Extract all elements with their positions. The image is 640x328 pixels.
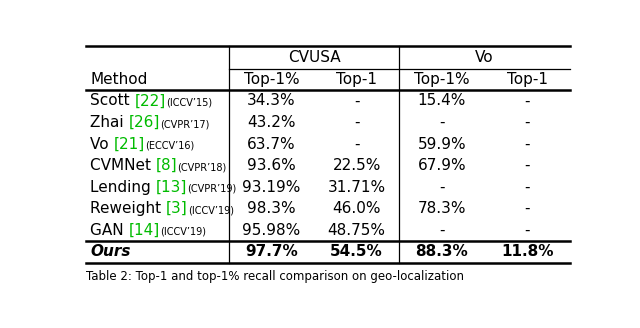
Text: Scott: Scott	[90, 93, 134, 109]
Text: Top-1%: Top-1%	[414, 72, 470, 87]
Text: Top-1%: Top-1%	[244, 72, 300, 87]
Text: CVUSA: CVUSA	[288, 50, 340, 65]
Text: -: -	[439, 223, 445, 238]
Text: 15.4%: 15.4%	[418, 93, 466, 109]
Text: 67.9%: 67.9%	[418, 158, 466, 173]
Text: 48.75%: 48.75%	[328, 223, 386, 238]
Text: (ICCV’19): (ICCV’19)	[188, 205, 234, 215]
Text: Reweight: Reweight	[90, 201, 166, 216]
Text: Top-1: Top-1	[507, 72, 548, 87]
Text: 59.9%: 59.9%	[418, 136, 466, 152]
Text: Top-1: Top-1	[336, 72, 377, 87]
Text: Lending: Lending	[90, 180, 156, 195]
Text: 43.2%: 43.2%	[247, 115, 296, 130]
Text: Ours: Ours	[90, 244, 131, 259]
Text: (CVPR’19): (CVPR’19)	[187, 184, 236, 194]
Text: [8]: [8]	[156, 158, 177, 173]
Text: 88.3%: 88.3%	[415, 244, 468, 259]
Text: (CVPR’17): (CVPR’17)	[160, 119, 209, 129]
Text: 54.5%: 54.5%	[330, 244, 383, 259]
Text: CVMNet: CVMNet	[90, 158, 156, 173]
Text: (CVPR’18): (CVPR’18)	[177, 162, 227, 172]
Text: -: -	[439, 180, 445, 195]
Text: Method: Method	[90, 72, 147, 87]
Text: [26]: [26]	[129, 115, 160, 130]
Text: -: -	[524, 158, 530, 173]
Text: Vo: Vo	[476, 50, 494, 65]
Text: -: -	[524, 201, 530, 216]
Text: -: -	[524, 223, 530, 238]
Text: 93.6%: 93.6%	[247, 158, 296, 173]
Text: -: -	[354, 93, 360, 109]
Text: [22]: [22]	[134, 93, 166, 109]
Text: -: -	[524, 115, 530, 130]
Text: 93.19%: 93.19%	[242, 180, 301, 195]
Text: Zhai: Zhai	[90, 115, 129, 130]
Text: [14]: [14]	[129, 223, 160, 238]
Text: 63.7%: 63.7%	[247, 136, 296, 152]
Text: (ECCV’16): (ECCV’16)	[145, 141, 194, 151]
Text: 31.71%: 31.71%	[328, 180, 386, 195]
Text: 97.7%: 97.7%	[245, 244, 298, 259]
Text: -: -	[524, 180, 530, 195]
Text: [3]: [3]	[166, 201, 188, 216]
Text: (ICCV’15): (ICCV’15)	[166, 97, 212, 108]
Text: -: -	[354, 136, 360, 152]
Text: 95.98%: 95.98%	[243, 223, 301, 238]
Text: -: -	[524, 136, 530, 152]
Text: -: -	[524, 93, 530, 109]
Text: -: -	[439, 115, 445, 130]
Text: 46.0%: 46.0%	[332, 201, 381, 216]
Text: 11.8%: 11.8%	[501, 244, 554, 259]
Text: [21]: [21]	[113, 136, 145, 152]
Text: (ICCV’19): (ICCV’19)	[160, 227, 206, 237]
Text: [13]: [13]	[156, 180, 187, 195]
Text: Vo: Vo	[90, 136, 113, 152]
Text: 98.3%: 98.3%	[247, 201, 296, 216]
Text: -: -	[354, 115, 360, 130]
Text: 78.3%: 78.3%	[418, 201, 466, 216]
Text: Table 2: Top-1 and top-1% recall comparison on geo-localization: Table 2: Top-1 and top-1% recall compari…	[86, 270, 464, 283]
Text: 34.3%: 34.3%	[247, 93, 296, 109]
Text: GAN: GAN	[90, 223, 129, 238]
Text: 22.5%: 22.5%	[333, 158, 381, 173]
